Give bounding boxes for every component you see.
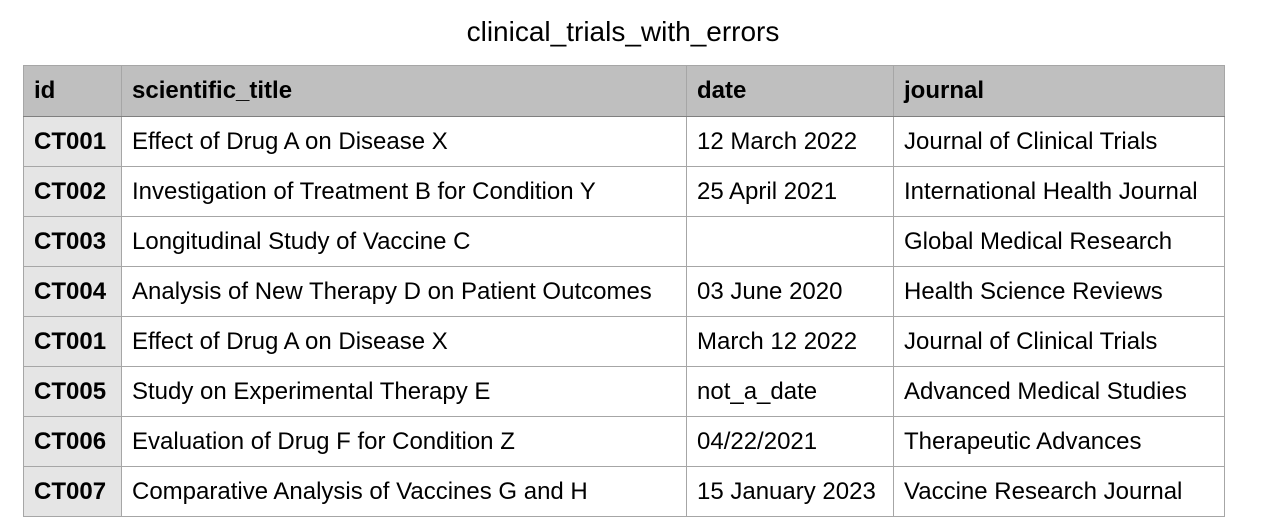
- table-row: CT007 Comparative Analysis of Vaccines G…: [23, 466, 1225, 517]
- id-cell: CT003: [23, 216, 122, 267]
- scientific-title-cell: Comparative Analysis of Vaccines G and H: [121, 466, 687, 517]
- table-row: CT005 Study on Experimental Therapy E no…: [23, 366, 1225, 417]
- id-cell: CT001: [23, 316, 122, 367]
- journal-cell: Global Medical Research: [893, 216, 1225, 267]
- scientific-title-cell: Longitudinal Study of Vaccine C: [121, 216, 687, 267]
- scientific-title-cell: Analysis of New Therapy D on Patient Out…: [121, 266, 687, 317]
- date-cell: March 12 2022: [686, 316, 894, 367]
- journal-cell: Therapeutic Advances: [893, 416, 1225, 467]
- column-header-id: id: [23, 65, 122, 117]
- journal-cell: Vaccine Research Journal: [893, 466, 1225, 517]
- journal-cell: Journal of Clinical Trials: [893, 116, 1225, 167]
- scientific-title-cell: Effect of Drug A on Disease X: [121, 316, 687, 367]
- table-row: CT003 Longitudinal Study of Vaccine C Gl…: [23, 216, 1225, 267]
- column-header-date: date: [686, 65, 894, 117]
- table-title: clinical_trials_with_errors: [466, 16, 780, 47]
- id-cell: CT005: [23, 366, 122, 417]
- scientific-title-cell: Investigation of Treatment B for Conditi…: [121, 166, 687, 217]
- table-row: CT006 Evaluation of Drug F for Condition…: [23, 416, 1225, 467]
- date-cell: 03 June 2020: [686, 266, 894, 317]
- journal-cell: International Health Journal: [893, 166, 1225, 217]
- scientific-title-cell: Evaluation of Drug F for Condition Z: [121, 416, 687, 467]
- journal-cell: Journal of Clinical Trials: [893, 316, 1225, 367]
- clinical-trials-table: id scientific_title date journal CT001 E…: [23, 65, 1225, 517]
- column-header-scientific-title: scientific_title: [121, 65, 687, 117]
- table-row: CT002 Investigation of Treatment B for C…: [23, 166, 1225, 217]
- scientific-title-cell: Effect of Drug A on Disease X: [121, 116, 687, 167]
- journal-cell: Advanced Medical Studies: [893, 366, 1225, 417]
- journal-cell: Health Science Reviews: [893, 266, 1225, 317]
- date-cell: [686, 216, 894, 267]
- table-row: CT001 Effect of Drug A on Disease X 12 M…: [23, 116, 1225, 167]
- table-row: CT004 Analysis of New Therapy D on Patie…: [23, 266, 1225, 317]
- id-cell: CT004: [23, 266, 122, 317]
- id-cell: CT006: [23, 416, 122, 467]
- date-cell: 12 March 2022: [686, 116, 894, 167]
- date-cell: 04/22/2021: [686, 416, 894, 467]
- id-cell: CT001: [23, 116, 122, 167]
- header-row: id scientific_title date journal: [23, 65, 1225, 117]
- table-row: CT001 Effect of Drug A on Disease X Marc…: [23, 316, 1225, 367]
- id-cell: CT002: [23, 166, 122, 217]
- id-cell: CT007: [23, 466, 122, 517]
- date-cell: 15 January 2023: [686, 466, 894, 517]
- date-cell: 25 April 2021: [686, 166, 894, 217]
- column-header-journal: journal: [893, 65, 1225, 117]
- scientific-title-cell: Study on Experimental Therapy E: [121, 366, 687, 417]
- date-cell: not_a_date: [686, 366, 894, 417]
